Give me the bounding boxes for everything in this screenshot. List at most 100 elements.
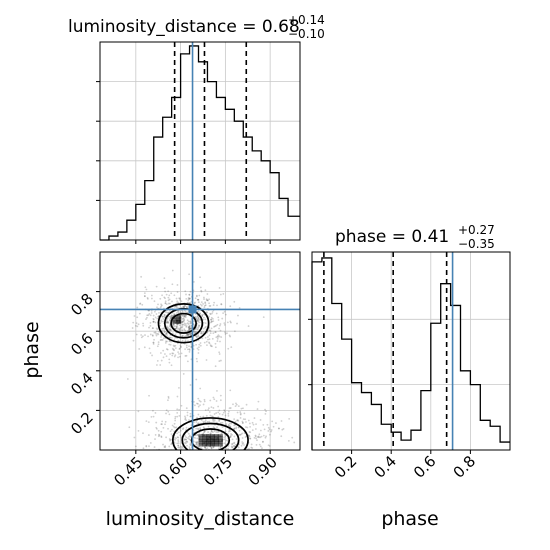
joint-sample-point bbox=[211, 452, 213, 454]
joint-sample-point bbox=[209, 414, 212, 417]
joint-sample-point bbox=[187, 326, 190, 329]
joint-sample-point bbox=[197, 428, 200, 431]
joint-sample-point bbox=[243, 454, 245, 456]
joint-sample-point bbox=[224, 414, 227, 417]
joint-sample-point bbox=[184, 339, 187, 342]
joint-sample-point bbox=[212, 415, 214, 418]
joint-sample-point bbox=[189, 460, 191, 462]
joint-density-tile bbox=[177, 320, 180, 323]
joint-sample-point bbox=[196, 453, 198, 455]
joint-sample-point bbox=[184, 311, 187, 313]
joint-sample-point bbox=[154, 331, 157, 334]
joint-sample-point bbox=[217, 334, 220, 337]
joint-sample-point bbox=[194, 459, 196, 461]
joint-sample-point bbox=[130, 450, 132, 452]
joint-sample-point bbox=[184, 305, 187, 308]
joint-sample-point bbox=[187, 333, 190, 336]
joint-sample-point bbox=[187, 320, 190, 323]
joint-sample-point bbox=[176, 310, 179, 313]
joint-sample-point bbox=[167, 290, 170, 293]
joint-sample-point bbox=[223, 324, 226, 326]
joint-density-tile bbox=[177, 321, 180, 324]
joint-sample-point bbox=[150, 312, 153, 314]
joint-sample-point bbox=[160, 430, 163, 433]
joint-sample-point bbox=[228, 430, 230, 433]
joint-density-tile bbox=[179, 320, 182, 323]
joint-sample-point bbox=[238, 456, 240, 458]
joint-sample-point bbox=[150, 297, 153, 300]
joint-sample-point bbox=[214, 331, 217, 334]
joint-sample-point bbox=[181, 450, 183, 452]
joint-sample-point bbox=[207, 451, 209, 453]
joint-sample-point bbox=[186, 333, 189, 336]
joint-sample-point bbox=[188, 328, 191, 331]
joint-sample-point bbox=[236, 419, 239, 422]
joint-sample-point bbox=[137, 323, 140, 326]
joint-ytick-label-2: 0.6 bbox=[67, 329, 97, 359]
joint-ytick-label-1: 0.4 bbox=[67, 369, 97, 399]
joint-sample-point bbox=[192, 281, 195, 283]
joint-density-tile bbox=[176, 320, 179, 323]
joint-sample-point bbox=[157, 303, 159, 306]
joint-contour-mode0-level0 bbox=[157, 303, 210, 344]
joint-sample-point bbox=[157, 333, 160, 336]
joint-sample-point bbox=[262, 440, 264, 443]
joint-sample-point bbox=[188, 327, 190, 330]
joint-sample-point bbox=[173, 320, 175, 323]
joint-sample-point bbox=[211, 310, 214, 313]
joint-sample-point bbox=[151, 460, 153, 462]
joint-sample-point bbox=[148, 313, 151, 315]
joint-sample-point bbox=[235, 438, 238, 440]
joint-sample-point bbox=[162, 318, 165, 320]
joint-sample-point bbox=[148, 445, 150, 448]
joint-sample-point bbox=[188, 326, 191, 329]
joint-sample-point bbox=[163, 327, 166, 330]
joint-sample-point bbox=[145, 444, 148, 447]
joint-sample-point bbox=[188, 438, 191, 441]
joint-sample-point bbox=[206, 299, 208, 302]
joint-sample-point bbox=[152, 341, 155, 344]
joint-sample-point bbox=[150, 450, 152, 452]
joint-sample-point bbox=[210, 456, 212, 458]
joint-sample-point bbox=[182, 317, 184, 320]
joint-sample-point bbox=[183, 304, 186, 307]
joint-density-tile bbox=[176, 316, 179, 320]
joint-sample-point bbox=[200, 332, 203, 335]
joint-sample-point bbox=[232, 474, 234, 476]
joint-sample-point bbox=[195, 443, 197, 446]
joint-sample-point bbox=[143, 295, 146, 297]
joint-sample-point bbox=[233, 424, 236, 427]
joint-sample-point bbox=[159, 324, 162, 327]
joint-sample-point bbox=[182, 335, 184, 337]
joint-sample-point bbox=[217, 447, 220, 450]
joint-sample-point bbox=[183, 329, 186, 332]
joint-sample-point bbox=[196, 434, 199, 436]
joint-sample-point bbox=[261, 441, 264, 443]
joint-sample-point bbox=[216, 335, 219, 338]
joint-sample-point bbox=[197, 317, 200, 320]
joint-sample-point bbox=[180, 300, 183, 303]
joint-sample-point bbox=[160, 303, 162, 306]
joint-sample-point bbox=[213, 398, 216, 401]
joint-sample-point bbox=[209, 321, 212, 324]
joint-sample-point bbox=[149, 442, 152, 444]
joint-sample-point bbox=[208, 302, 210, 305]
joint-sample-point bbox=[179, 333, 182, 336]
joint-sample-point bbox=[215, 454, 217, 456]
joint-sample-point bbox=[275, 422, 277, 424]
joint-sample-point bbox=[210, 327, 213, 330]
joint-sample-point bbox=[237, 426, 240, 429]
joint-sample-point bbox=[188, 302, 191, 304]
joint-sample-point bbox=[138, 348, 141, 350]
joint-sample-point bbox=[214, 458, 216, 460]
joint-sample-point bbox=[235, 402, 237, 405]
joint-sample-point bbox=[184, 415, 186, 418]
joint-sample-point bbox=[257, 436, 260, 439]
joint-sample-point bbox=[240, 433, 243, 436]
joint-sample-point bbox=[172, 324, 175, 326]
joint-sample-point bbox=[204, 409, 207, 412]
joint-sample-point bbox=[175, 426, 178, 429]
joint-sample-point bbox=[180, 321, 183, 324]
joint-density-tile bbox=[214, 438, 219, 442]
joint-sample-point bbox=[162, 315, 164, 318]
